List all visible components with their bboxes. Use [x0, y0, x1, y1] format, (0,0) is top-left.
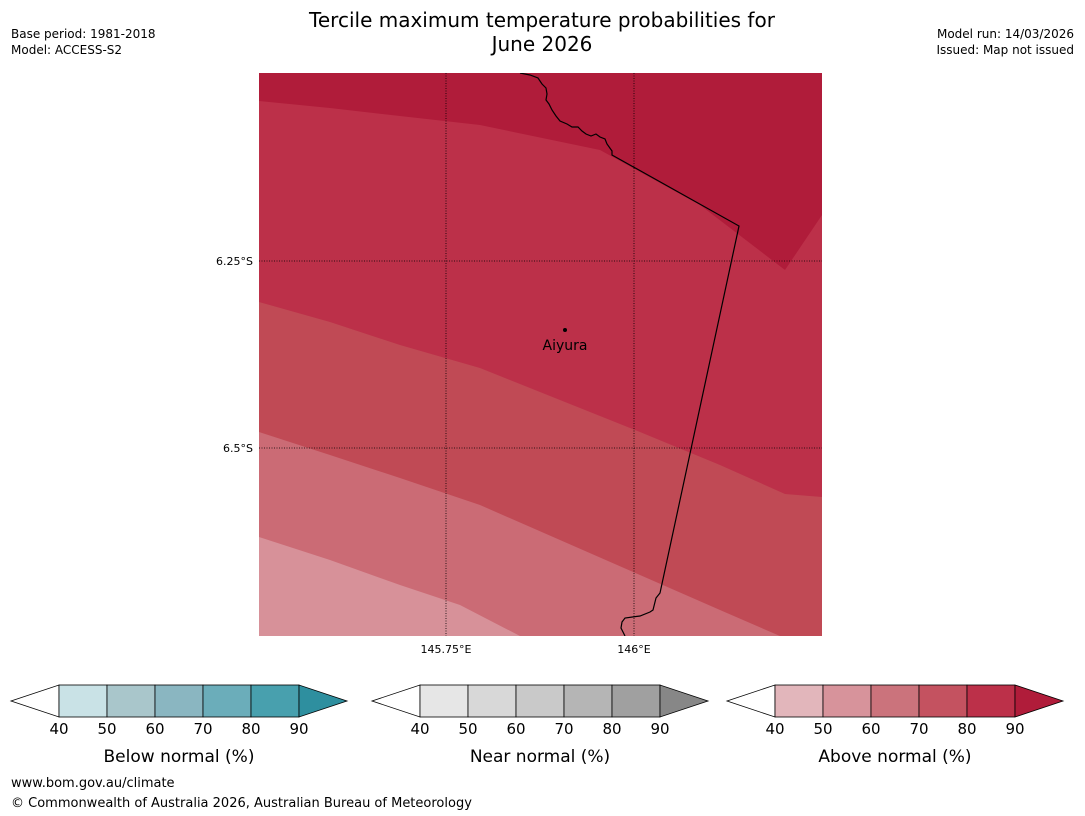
- colorbar-tick-label: 90: [289, 720, 308, 738]
- colorbar-segment: [918, 684, 968, 718]
- colorbar-tick-label: 50: [97, 720, 116, 738]
- model-run-text: Model run: 14/03/2026: [936, 27, 1074, 41]
- colorbar-above-normal: 40 50 60 70 80 90 Above normal (%): [725, 684, 1065, 767]
- colorbar-segment: [202, 684, 252, 718]
- border-line: [519, 73, 740, 636]
- colorbar-over-arrow: [659, 684, 710, 718]
- colorbar-segment: [419, 684, 469, 718]
- colorbar-tick-label: 80: [241, 720, 260, 738]
- colorbar-segment: [154, 684, 204, 718]
- colorbar-tick-label: 40: [410, 720, 429, 738]
- colorbar-segment: [467, 684, 517, 718]
- lon-label-146: 146°E: [617, 643, 650, 656]
- city-label: Aiyura: [543, 338, 588, 354]
- colorbar-under-arrow: [9, 684, 60, 718]
- colorbars: 40 50 60 70 80 90 Below normal (%) 40 50 60 70 80 90…: [9, 684, 1065, 767]
- colorbar-segment: [870, 684, 920, 718]
- title-line-1: Tercile maximum temperature probabilitie…: [309, 8, 775, 32]
- colorbar-near-normal: 40 50 60 70 80 90 Near normal (%): [370, 684, 710, 767]
- lat-label-6-5: 6.5°S: [223, 442, 253, 455]
- colorbar-title: Below normal (%): [104, 747, 255, 767]
- title-line-2: June 2026: [491, 32, 593, 56]
- colorbar-segment: [611, 684, 661, 718]
- base-period-text: Base period: 1981-2018: [11, 27, 156, 41]
- colorbar-below-normal: 40 50 60 70 80 90 Below normal (%): [9, 684, 349, 767]
- colorbar-tick-label: 90: [1005, 720, 1024, 738]
- meta-left: Base period: 1981-2018 Model: ACCESS-S2: [11, 26, 156, 58]
- footer-copyright: © Commonwealth of Australia 2026, Austra…: [11, 796, 472, 811]
- colorbar-tick-label: 80: [602, 720, 621, 738]
- colorbar-tick-label: 60: [506, 720, 525, 738]
- colorbar-segment: [563, 684, 613, 718]
- colorbar-title: Above normal (%): [818, 747, 971, 767]
- colorbar-over-arrow: [1014, 684, 1065, 718]
- map-title: Tercile maximum temperature probabilitie…: [242, 8, 842, 56]
- colorbar-tick-label: 50: [458, 720, 477, 738]
- colorbar-tick-label: 70: [909, 720, 928, 738]
- colorbar-tick-label: 60: [145, 720, 164, 738]
- colorbar-segment: [966, 684, 1016, 718]
- colorbar-title: Near normal (%): [470, 747, 610, 767]
- lon-label-145-75: 145.75°E: [421, 643, 472, 656]
- colorbar-under-arrow: [370, 684, 421, 718]
- issued-text: Issued: Map not issued: [936, 43, 1074, 57]
- colorbar-segment: [515, 684, 565, 718]
- colorbar-tick-label: 70: [554, 720, 573, 738]
- lat-label-6-25: 6.25°S: [216, 255, 253, 268]
- map-area: Aiyura: [259, 73, 822, 636]
- meta-right: Model run: 14/03/2026 Issued: Map not is…: [936, 26, 1074, 58]
- colorbar-tick-label: 80: [957, 720, 976, 738]
- colorbar-segment: [822, 684, 872, 718]
- colorbar-tick-label: 40: [49, 720, 68, 738]
- colorbar-segment: [250, 684, 300, 718]
- footer-url: www.bom.gov.au/climate: [11, 776, 175, 791]
- colorbar-tick-label: 50: [813, 720, 832, 738]
- city-marker: [563, 328, 567, 332]
- colorbar-tick-label: 90: [650, 720, 669, 738]
- colorbar-segment: [106, 684, 156, 718]
- colorbar-tick-label: 70: [193, 720, 212, 738]
- colorbar-tick-label: 60: [861, 720, 880, 738]
- colorbar-segment: [774, 684, 824, 718]
- colorbar-over-arrow: [298, 684, 349, 718]
- model-text: Model: ACCESS-S2: [11, 43, 123, 57]
- colorbar-segment: [58, 684, 108, 718]
- colorbar-under-arrow: [725, 684, 776, 718]
- colorbar-tick-label: 40: [765, 720, 784, 738]
- probability-band-50-60: [259, 537, 520, 636]
